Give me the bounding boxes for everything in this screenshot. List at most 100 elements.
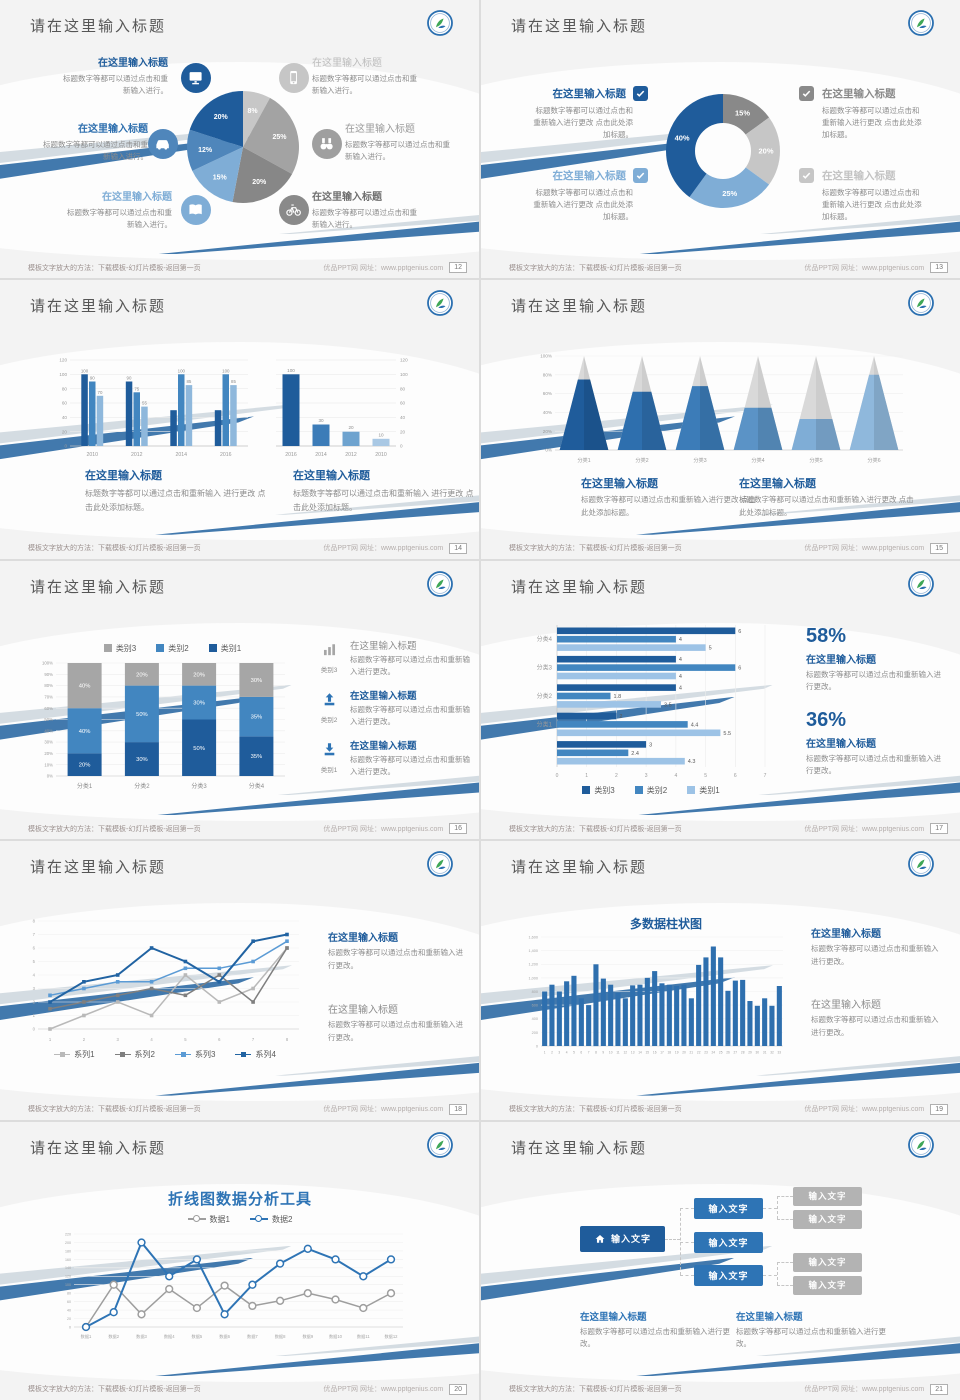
tree-leaf-node: 输入文字 [793, 1209, 862, 1229]
svg-text:分类2: 分类2 [134, 782, 150, 790]
tree-child-node: 输入文字 [694, 1231, 763, 1253]
svg-text:60: 60 [67, 1300, 71, 1304]
svg-text:24: 24 [712, 1051, 716, 1055]
legend-item: 数据1 [187, 1214, 230, 1225]
callout-body: 标题数字等都可以通过点击和重新输入进行。 [67, 208, 172, 229]
slide-content: 多数据柱状图 0 200 400 600 800 1,000 1,200 1,400 1,600 1… [481, 841, 960, 1119]
svg-text:15%: 15% [735, 108, 750, 117]
svg-text:60%: 60% [543, 392, 552, 397]
block-body: 标题数字等都可以通过点击和重新输入进行更改 点击此处添加标题。 [822, 188, 922, 221]
footer-site-text: 优品PPT网 网址：www.pptgenius.com [804, 545, 925, 553]
multi-line-chart: 0 1 2 3 4 5 6 7 8 1 2 3 4 5 6 7 8 [22, 913, 307, 1045]
tree-child-node: 输入文字 [694, 1197, 763, 1219]
svg-text:10: 10 [378, 433, 384, 438]
slide-page-19[interactable]: 请在这里输入标题 多数据柱状图 0 200 400 600 800 1,000 1,200 1,… [481, 841, 960, 1120]
svg-text:4: 4 [679, 637, 682, 643]
svg-text:33: 33 [778, 1051, 782, 1055]
svg-text:0%: 0% [545, 448, 552, 453]
block-title: 在这里输入标题 [552, 170, 627, 182]
footer-site-text: 优品PPT网 网址：www.pptgenius.com [323, 545, 444, 553]
svg-text:40: 40 [400, 415, 406, 420]
svg-text:7: 7 [588, 1051, 590, 1055]
slide-content: 8% 25% 20% 15% 12% 20% 在这里输入标题 标题数字等都可以通过点击和重新输… [0, 0, 479, 278]
slide-content: 类别3 类别2 类别1 0% 10% 20% 30% 40% 50% 60% 70% 80% 90% 10… [0, 561, 479, 839]
callout-body: 标题数字等都可以通过点击和重新输入进行。 [312, 74, 417, 95]
footer-left-text: 模板文字放大的方法：下载模板-幻灯片模板-返回第一页 [28, 264, 201, 272]
slide-page-20[interactable]: 请在这里输入标题 折线图数据分析工具 数据1 数据2 0 20 40 60 80 100 120 1… [0, 1121, 479, 1400]
svg-text:20%: 20% [543, 429, 552, 434]
svg-text:6: 6 [738, 629, 741, 635]
checkbox-checked-icon [799, 86, 814, 101]
slide-page-13[interactable]: 请在这里输入标题 15% 20% 25% 40% 在这里输入标题 标题数字等都可以通过点击… [481, 0, 960, 279]
school-logo-icon [908, 570, 934, 597]
school-logo-icon [908, 10, 934, 36]
tree-child-node: 输入文字 [694, 1264, 763, 1286]
svg-text:20: 20 [348, 426, 354, 431]
page-number: 19 [930, 1103, 948, 1115]
svg-text:5: 5 [184, 1037, 187, 1042]
footer-site-text: 优品PPT网 网址：www.pptgenius.com [323, 264, 444, 272]
chart-legend: 类别3 类别2 类别1 [50, 643, 295, 654]
svg-text:3: 3 [558, 1051, 560, 1055]
svg-text:20%: 20% [44, 751, 53, 756]
connector-line [777, 1261, 793, 1263]
callout-title: 在这里输入标题 [312, 192, 382, 203]
svg-text:120: 120 [400, 358, 408, 363]
svg-text:2016: 2016 [285, 452, 297, 458]
svg-text:90: 90 [90, 376, 95, 381]
slide-footer: 模板文字放大的方法：下载模板-幻灯片模板-返回第一页 优品PPT网 网址：www… [28, 823, 467, 835]
svg-text:7: 7 [252, 1037, 255, 1042]
chart-title: 折线图数据分析工具 [167, 1190, 312, 1208]
slide-page-12[interactable]: 请在这里输入标题 8% 25% 20% 15% 12% 20% 在这里输入标题 标题数字等都可… [0, 0, 479, 279]
svg-text:0%: 0% [47, 773, 53, 778]
svg-text:31: 31 [763, 1051, 767, 1055]
callout-title: 在这里输入标题 [102, 192, 172, 203]
slide-footer: 模板文字放大的方法：下载模板-幻灯片模板-返回第一页 优品PPT网 网址：www… [28, 1383, 467, 1395]
slide-page-14[interactable]: 请在这里输入标题 0 20 40 60 80 100 120 2010 100 90 70 2012 9… [0, 280, 479, 559]
svg-text:20%: 20% [758, 147, 773, 156]
footer-left-text: 模板文字放大的方法：下载模板-幻灯片模板-返回第一页 [509, 825, 682, 833]
svg-text:4.3: 4.3 [688, 759, 696, 765]
slide-page-21[interactable]: 请在这里输入标题 输入文字 输入文字 输入文字 输入文字 输入文字 输入文字 输入文字 输入文… [481, 1121, 960, 1400]
svg-text:100: 100 [287, 368, 295, 373]
tree-leaf-node: 输入文字 [793, 1252, 862, 1272]
legend-key-label: 类别1 [320, 766, 338, 774]
svg-text:数据3: 数据3 [136, 1333, 147, 1340]
svg-text:800: 800 [532, 990, 538, 994]
footer-left-text: 模板文字放大的方法：下载模板-幻灯片模板-返回第一页 [28, 1386, 201, 1394]
footer-site-text: 优品PPT网 网址：www.pptgenius.com [804, 1386, 925, 1394]
upload-icon: 类别2 [316, 691, 342, 724]
slide-page-18[interactable]: 请在这里输入标题 0 1 2 3 4 5 6 7 8 1 2 3 4 5 6 7 8 系列1 系列2 系列3 系列4 在这… [0, 841, 479, 1120]
svg-text:18: 18 [668, 1051, 672, 1055]
school-logo-icon [427, 851, 453, 878]
svg-text:数据8: 数据8 [275, 1333, 286, 1340]
footer-right: 优品PPT网 网址：www.pptgenius.com 20 [323, 1383, 467, 1395]
block-title: 在这里输入标题 [811, 929, 881, 941]
block-title: 在这里输入标题 [85, 470, 162, 483]
car-icon [148, 129, 178, 159]
footer-right: 优品PPT网 网址：www.pptgenius.com 13 [804, 262, 948, 274]
connector-line [680, 1241, 694, 1243]
slide-page-15[interactable]: 请在这里输入标题 0% 20% 40% 60% 80% 100% 分类1 分类2 分类3 分类4 分… [481, 280, 960, 559]
slide-title: 请在这里输入标题 [30, 18, 167, 35]
svg-text:2: 2 [551, 1051, 553, 1055]
svg-text:6: 6 [738, 665, 741, 671]
svg-text:50%: 50% [193, 746, 205, 752]
slide-page-16[interactable]: 请在这里输入标题 类别3 类别2 类别1 0% 10% 20% 30% 40% 50% 60% 70… [0, 560, 479, 840]
page-number: 18 [449, 1103, 467, 1115]
svg-text:分类4: 分类4 [751, 456, 764, 464]
svg-text:30: 30 [756, 1051, 760, 1055]
legend-item: 类别3 [103, 643, 136, 654]
svg-text:100: 100 [400, 372, 408, 377]
svg-text:13: 13 [631, 1051, 635, 1055]
svg-text:分类6: 分类6 [867, 456, 880, 464]
svg-text:1,400: 1,400 [528, 949, 538, 953]
svg-text:2016: 2016 [220, 452, 232, 458]
connector-line [777, 1284, 793, 1286]
slide-footer: 模板文字放大的方法：下载模板-幻灯片模板-返回第一页 优品PPT网 网址：www… [28, 1103, 467, 1115]
svg-text:数据4: 数据4 [164, 1333, 175, 1340]
book-icon [181, 195, 211, 225]
slide-page-17[interactable]: 请在这里输入标题 0 1 2 3 4 5 6 7 分类4 6 4 5 分类3 4 6 4 分类2 4 1.8 3.5 分… [481, 560, 960, 840]
svg-text:5.5: 5.5 [723, 731, 731, 737]
svg-text:数据6: 数据6 [219, 1333, 230, 1340]
